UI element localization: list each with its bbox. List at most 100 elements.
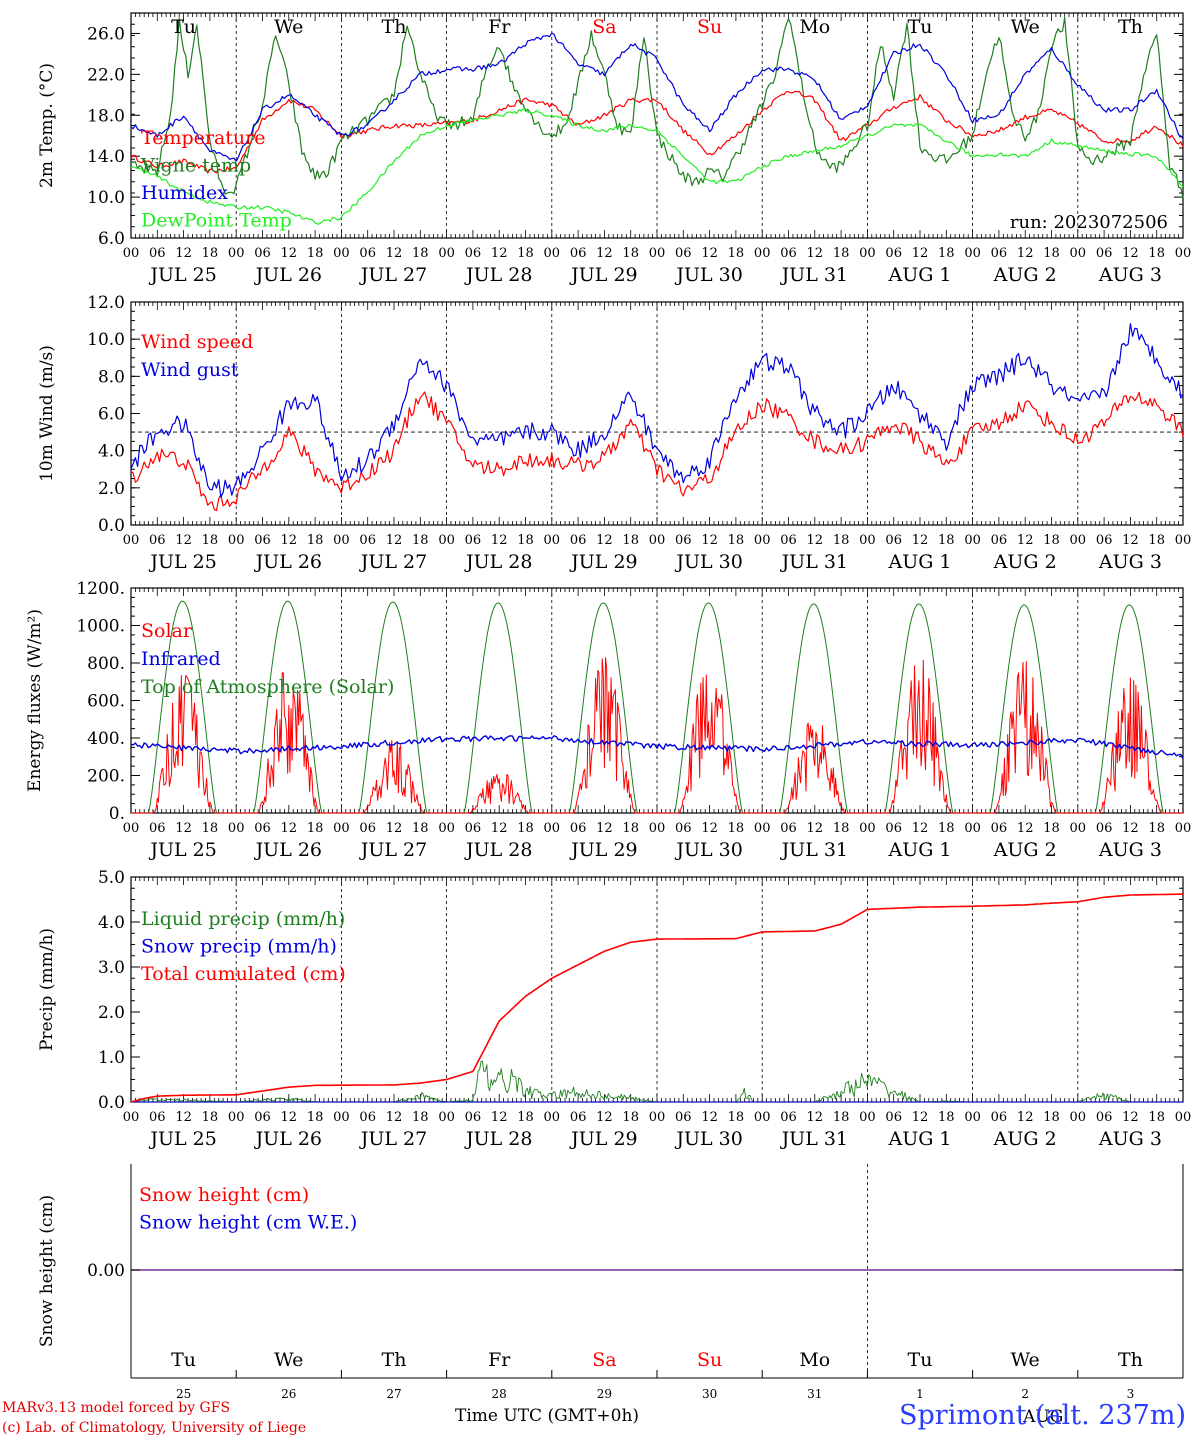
precip-hour-label: 12 <box>491 1110 508 1125</box>
snow-weekday-label: Mo <box>799 1349 830 1371</box>
energy-hour-label: 12 <box>912 821 929 836</box>
temp-date-label: JUL 31 <box>780 264 848 286</box>
precip-hour-label: 00 <box>438 1110 455 1125</box>
temp-hour-label: 00 <box>544 246 561 261</box>
temp-hour-label: 06 <box>1096 246 1113 261</box>
energy-hour-label: 00 <box>649 821 666 836</box>
temp-weekday-label: Th <box>382 16 407 38</box>
energy-hour-label: 06 <box>675 821 692 836</box>
temp-hour-label: 00 <box>123 246 140 261</box>
precip-date-label: AUG 3 <box>1098 1128 1162 1150</box>
temp-xticks <box>130 13 1184 238</box>
snow-day-number: 25 <box>176 1387 191 1401</box>
precip-hour-label: 00 <box>228 1110 245 1125</box>
precip-hour-label: 06 <box>1096 1110 1113 1125</box>
wind-hour-label: 06 <box>570 533 587 548</box>
temp-hour-label: 12 <box>175 246 192 261</box>
wind-hour-label: 12 <box>281 533 298 548</box>
precip-ytick-label: 0.0 <box>98 1093 125 1113</box>
energy-hour-label: 06 <box>465 821 482 836</box>
energy-hour-label: 06 <box>885 821 902 836</box>
wind-ytick-label: 0.0 <box>98 516 125 536</box>
precip-hour-label: 18 <box>202 1110 219 1125</box>
energy-xticks <box>130 588 1184 813</box>
energy-hour-label: 00 <box>1175 821 1192 836</box>
temp-hour-label: 12 <box>1122 246 1139 261</box>
snow-weekday-label: Tu <box>171 1349 196 1371</box>
temp-date-label: JUL 29 <box>569 264 637 286</box>
precip-date-label: AUG 2 <box>993 1128 1057 1150</box>
time-axis-label: Time UTC (GMT+0h) <box>455 1406 640 1426</box>
energy-date-label: JUL 29 <box>569 839 637 861</box>
energy-hour-label: 12 <box>1017 821 1034 836</box>
snow-day-number: 1 <box>916 1387 924 1401</box>
energy-hour-label: 00 <box>333 821 350 836</box>
temp-hour-label: 18 <box>307 246 324 261</box>
wind-hour-label: 12 <box>386 533 403 548</box>
temp-legend-entry: Temperature <box>141 127 265 149</box>
precip-hour-label: 18 <box>517 1110 534 1125</box>
energy-ytick-label: 1000. <box>76 617 125 637</box>
precip-ytick-label: 4.0 <box>98 913 125 933</box>
wind-hour-label: 06 <box>149 533 166 548</box>
temp-weekday-label: We <box>274 16 303 38</box>
snow-day-number: 30 <box>702 1387 717 1401</box>
precip-hour-label: 00 <box>123 1110 140 1125</box>
wind-hour-label: 00 <box>544 533 561 548</box>
wind-hour-label: 18 <box>307 533 324 548</box>
snow-weekday-label: Tu <box>908 1349 933 1371</box>
energy-series-solar-day <box>972 661 1078 814</box>
precip-hour-label: 18 <box>622 1110 639 1125</box>
temp-hour-label: 12 <box>386 246 403 261</box>
wind-hour-label: 00 <box>964 533 981 548</box>
temp-hour-label: 18 <box>938 246 955 261</box>
temp-frame <box>130 12 1184 239</box>
precip-legend-entry: Liquid precip (mm/h) <box>141 908 345 930</box>
precip-ylabel: Precip (mm/h) <box>37 928 57 1051</box>
energy-date-label: JUL 28 <box>464 839 532 861</box>
wind-hour-label: 18 <box>202 533 219 548</box>
wind-legend-entry: Wind speed <box>141 331 253 353</box>
energy-hour-label: 18 <box>412 821 429 836</box>
temp-hour-label: 06 <box>780 246 797 261</box>
snow-legend-entry: Snow height (cm) <box>139 1184 309 1206</box>
wind-hour-label: 06 <box>254 533 271 548</box>
snow-day-number: 31 <box>807 1387 822 1401</box>
wind-date-label: JUL 25 <box>148 551 216 573</box>
energy-hour-label: 18 <box>307 821 324 836</box>
precip-date-label: JUL 26 <box>254 1128 322 1150</box>
energy-series-solar-day <box>446 773 552 814</box>
wind-ytick-label: 12.0 <box>87 293 125 313</box>
temp-weekday-label: Mo <box>799 16 830 38</box>
energy-hour-label: 12 <box>491 821 508 836</box>
run-label: run: 2023072506 <box>1010 212 1168 233</box>
wind-hour-label: 00 <box>649 533 666 548</box>
wind-hour-label: 12 <box>1122 533 1139 548</box>
temp-weekday-label: Th <box>1118 16 1143 38</box>
snow-month-label: AUG <box>1022 1407 1063 1427</box>
temp-series-humidex <box>130 32 1184 162</box>
precip-hour-label: 00 <box>754 1110 771 1125</box>
energy-hour-label: 00 <box>1070 821 1087 836</box>
precip-hour-label: 12 <box>807 1110 824 1125</box>
precip-hour-label: 12 <box>1122 1110 1139 1125</box>
precip-hour-label: 12 <box>912 1110 929 1125</box>
precip-hour-label: 06 <box>465 1110 482 1125</box>
temp-hour-label: 06 <box>991 246 1008 261</box>
energy-series-solar-day <box>1077 677 1183 814</box>
temp-weekday-label: Su <box>697 16 722 38</box>
temp-hour-label: 06 <box>254 246 271 261</box>
temp-date-label: JUL 26 <box>254 264 322 286</box>
energy-date-label: JUL 27 <box>359 839 427 861</box>
wind-date-label: JUL 31 <box>780 551 848 573</box>
precip-hour-label: 00 <box>964 1110 981 1125</box>
wind-date-label: JUL 27 <box>359 551 427 573</box>
wind-date-label: JUL 29 <box>569 551 637 573</box>
wind-hour-label: 12 <box>596 533 613 548</box>
wind-hour-label: 06 <box>465 533 482 548</box>
precip-date-label: AUG 1 <box>887 1128 951 1150</box>
precip-xticks <box>130 877 1184 1102</box>
energy-hour-label: 00 <box>123 821 140 836</box>
temp-hour-label: 00 <box>964 246 981 261</box>
energy-series-solar-day <box>551 657 657 814</box>
